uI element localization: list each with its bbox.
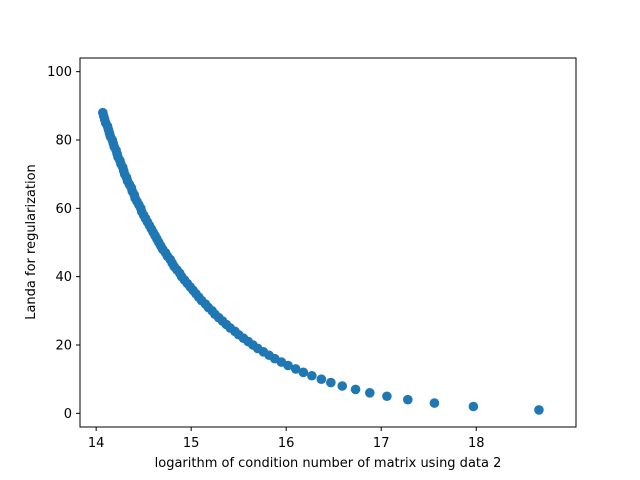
x-axis-label: logarithm of condition number of matrix … [155,456,502,471]
scatter-point [337,381,348,391]
plot-frame [79,57,577,428]
y-tick-label: 60 [55,202,72,217]
y-tick-label: 0 [64,407,72,422]
scatter-point [307,370,317,381]
y-tick-label: 20 [55,339,72,354]
scatter-point [316,374,327,384]
x-tick-label: 18 [468,436,485,451]
scatter-point [350,384,361,395]
y-axis-label: Landa for regularization [24,164,39,320]
y-tick-label: 40 [55,270,72,285]
x-tick-label: 14 [88,436,105,451]
scatter-point [429,398,440,408]
scatter-point [365,388,375,398]
points-layer [98,107,544,415]
x-tick-label: 16 [278,436,295,451]
x-axis-ticks: 14 15 16 17 18 [88,427,485,451]
x-tick-label: 17 [373,436,390,451]
y-tick-label: 100 [47,65,72,80]
scatter-point [98,107,108,118]
scatter-point [403,394,413,405]
scatter-point [468,401,479,412]
y-tick-label: 80 [55,134,72,149]
y-axis-ticks: 0 20 40 60 80 100 [47,65,80,422]
scatter-point [382,391,392,402]
scatter-point [290,364,301,374]
scatter-point [298,367,309,378]
scatter-point [534,405,544,415]
scatter-point [326,377,336,388]
x-tick-label: 15 [183,436,200,451]
